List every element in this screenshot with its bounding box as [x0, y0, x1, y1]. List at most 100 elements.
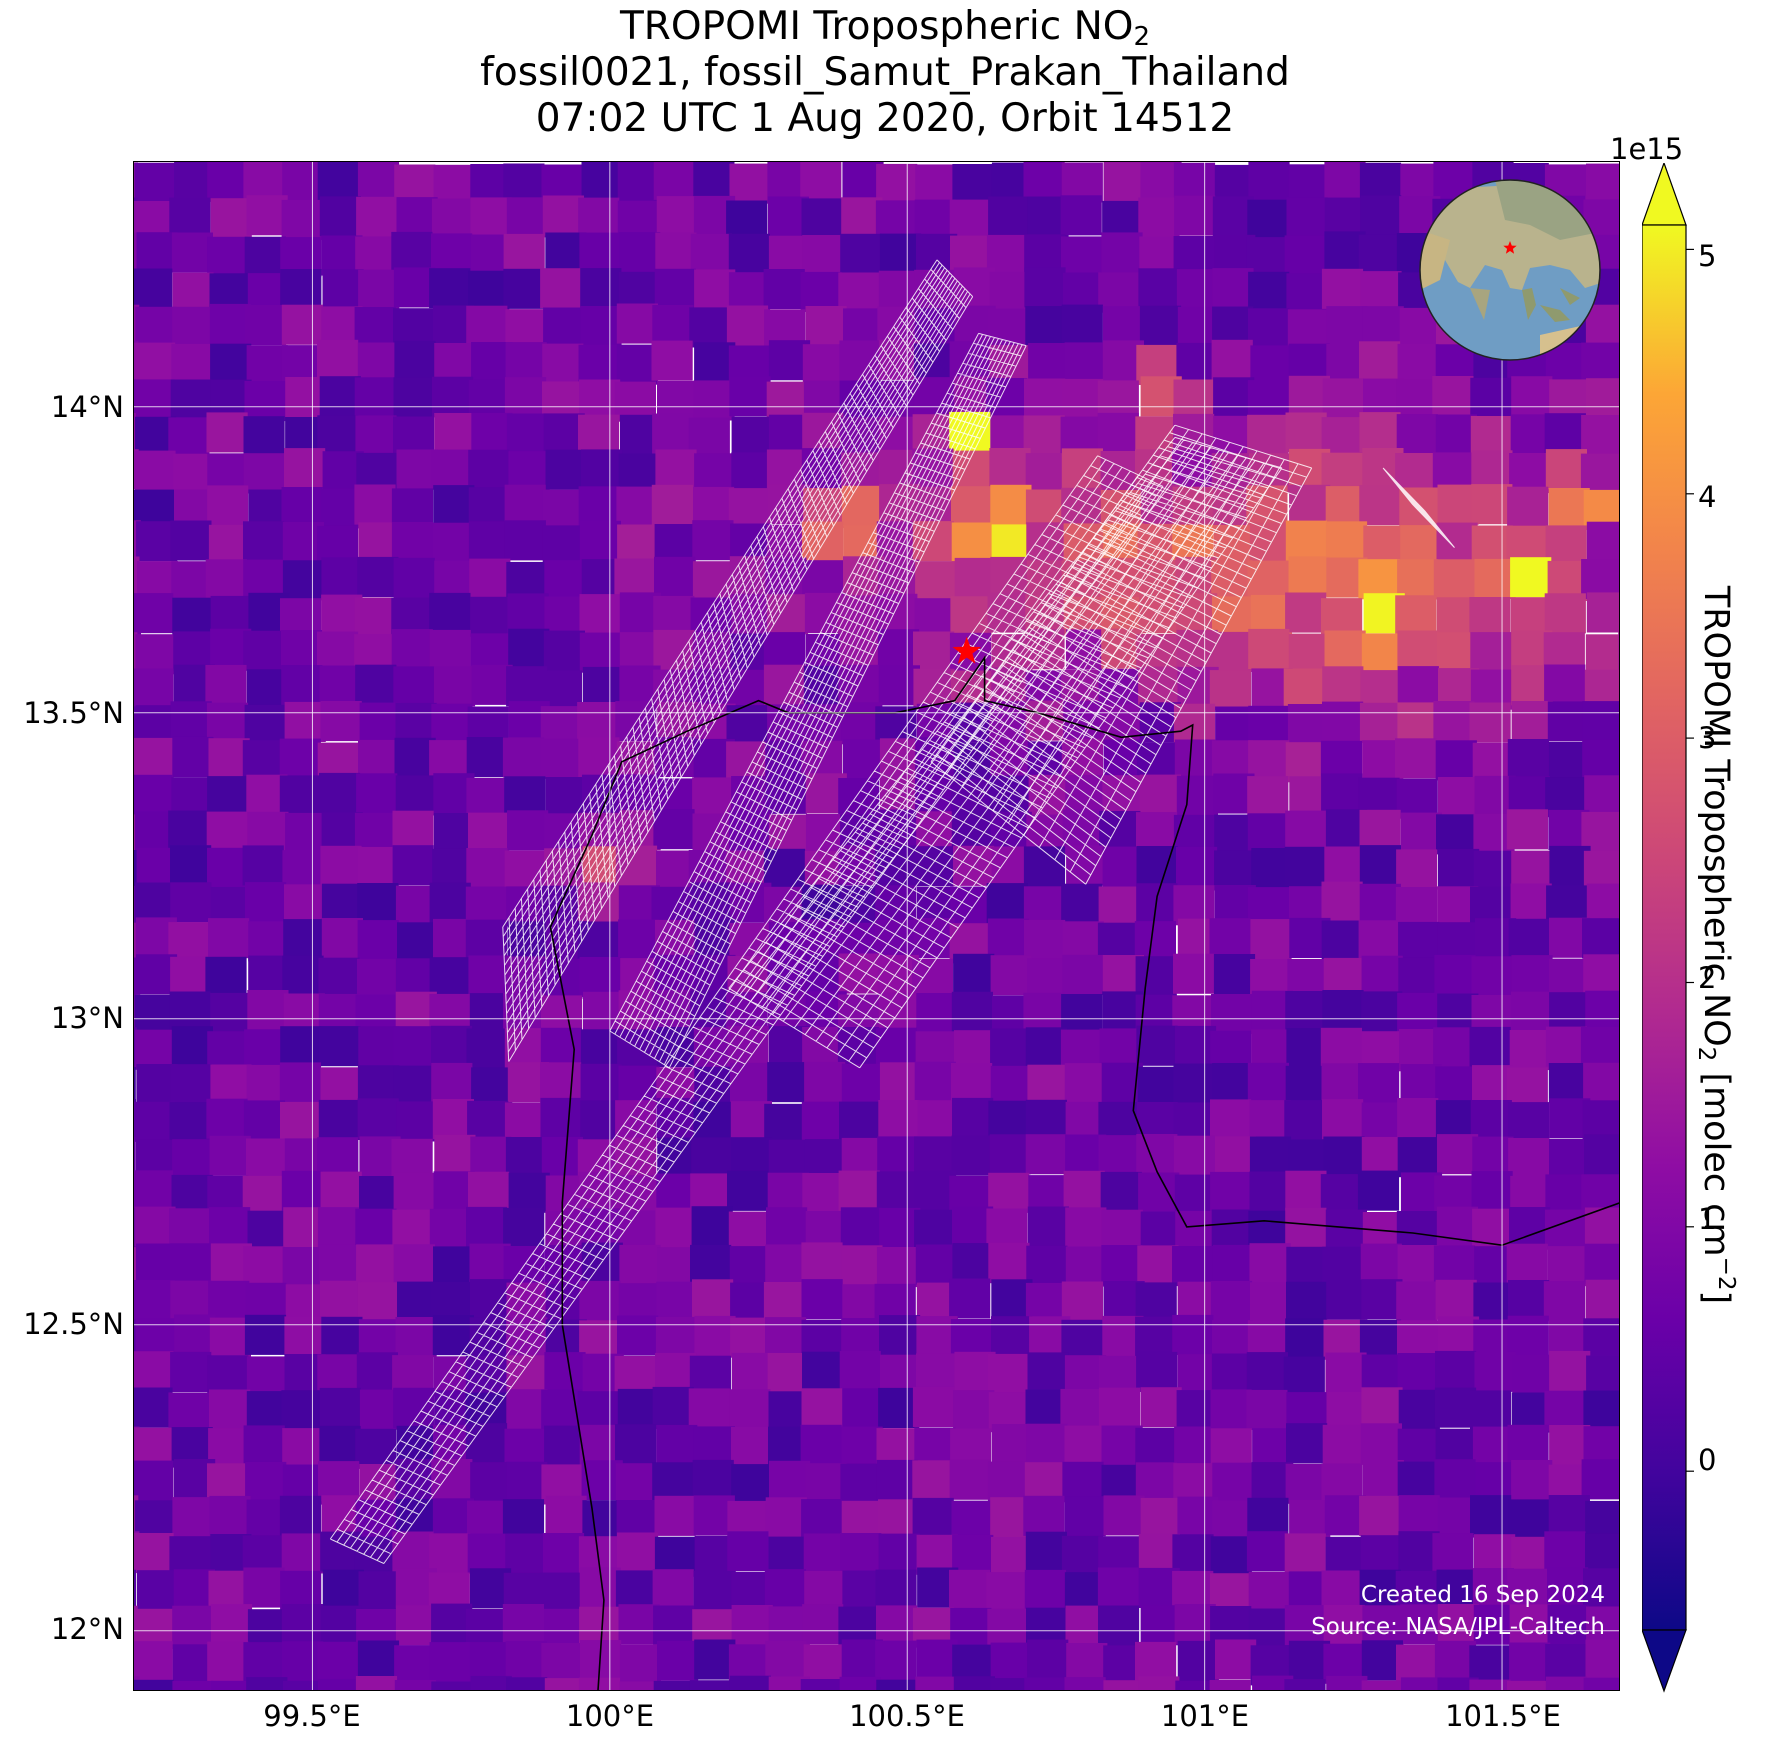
no2-pixel [1470, 1495, 1512, 1536]
colorbar-tick-4: 4 [1698, 480, 1717, 514]
no2-pixel [172, 272, 214, 313]
colorbar-extend-max [1642, 163, 1687, 226]
no2-pixel [246, 1677, 288, 1690]
no2-pixel [654, 954, 696, 995]
no2-pixel [1027, 1352, 1069, 1393]
no2-pixel [282, 1428, 324, 1469]
no2-pixel [465, 1423, 508, 1464]
colorbar-tick-marks [1686, 248, 1694, 1472]
no2-pixel [209, 303, 252, 344]
no2-pixel [431, 233, 473, 274]
no2-pixel [502, 737, 545, 778]
no2-pixel [1398, 1495, 1440, 1536]
no2-pixel [433, 666, 476, 707]
no2-pixel [617, 162, 659, 202]
no2-pixel [689, 1680, 731, 1690]
no2-pixel [1210, 1171, 1252, 1212]
no2-pixel [170, 1280, 212, 1321]
no2-pixel [171, 232, 213, 273]
no2-pixel [357, 556, 399, 597]
no2-pixel [431, 376, 474, 417]
no2-pixel [433, 1246, 475, 1287]
no2-pixel [1098, 272, 1140, 313]
no2-pixel [285, 377, 327, 418]
no2-pixel [320, 1280, 362, 1321]
no2-pixel [1247, 813, 1289, 854]
no2-pixel [1321, 1063, 1363, 1104]
no2-pixel [989, 448, 1031, 489]
no2-pixel [1248, 628, 1290, 669]
no2-pixel [357, 342, 399, 383]
no2-pixel [502, 1604, 544, 1645]
no2-pixel [1209, 918, 1251, 959]
no2-pixel [207, 776, 249, 817]
lon-label-101-5: 101.5°E [1445, 1699, 1561, 1733]
no2-pixel [134, 1101, 176, 1142]
no2-pixel [1285, 1207, 1327, 1248]
no2-pixel [1362, 1460, 1404, 1501]
no2-pixel [318, 957, 360, 998]
no2-pixel [1469, 597, 1511, 638]
no2-pixel [1065, 629, 1108, 670]
no2-pixel [545, 777, 587, 818]
no2-pixel [617, 1388, 659, 1429]
no2-pixel [1212, 1244, 1255, 1285]
no2-pixel [579, 957, 621, 998]
no2-pixel [952, 164, 994, 205]
no2-pixel [505, 1137, 548, 1178]
no2-pixel [1543, 1281, 1585, 1322]
no2-pixel [1098, 1135, 1140, 1176]
no2-pixel [1214, 850, 1256, 891]
no2-pixel [1471, 1171, 1513, 1212]
no2-pixel [1285, 742, 1327, 783]
no2-pixel [729, 376, 771, 417]
no2-pixel [543, 413, 585, 454]
no2-pixel [172, 1644, 214, 1685]
no2-pixel [1322, 990, 1364, 1031]
no2-pixel [1060, 1029, 1103, 1070]
no2-pixel [951, 1063, 993, 1104]
no2-pixel [284, 884, 326, 925]
no2-pixel [1213, 525, 1255, 566]
no2-pixel [319, 376, 361, 417]
no2-pixel [470, 1462, 512, 1503]
no2-pixel [1359, 1495, 1401, 1536]
no2-pixel [357, 958, 399, 999]
no2-pixel [1545, 1676, 1587, 1690]
no2-pixel [653, 809, 695, 850]
no2-pixel [170, 1064, 212, 1105]
no2-pixel [244, 1314, 287, 1355]
no2-pixel [1215, 1639, 1257, 1680]
no2-pixel [876, 1679, 918, 1690]
no2-pixel [731, 1427, 773, 1468]
no2-pixel [1098, 886, 1140, 927]
no2-pixel [209, 1207, 251, 1248]
no2-pixel [207, 485, 249, 526]
no2-pixel [579, 520, 621, 561]
no2-pixel [581, 449, 623, 490]
no2-pixel [693, 162, 735, 202]
no2-pixel [282, 560, 325, 601]
no2-pixel [1173, 953, 1215, 994]
no2-pixel [434, 343, 476, 384]
no2-pixel [839, 1101, 881, 1142]
no2-pixel [466, 848, 508, 889]
no2-pixel [319, 772, 361, 813]
no2-pixel [356, 773, 398, 814]
no2-pixel [173, 1569, 215, 1610]
no2-pixel [1172, 1534, 1214, 1575]
no2-pixel [469, 1317, 511, 1358]
no2-pixel [1547, 1567, 1589, 1608]
no2-pixel [209, 1317, 251, 1358]
no2-pixel [802, 1351, 844, 1392]
no2-pixel [1584, 1134, 1619, 1175]
no2-pixel [1285, 810, 1327, 851]
no2-pixel [1545, 1174, 1587, 1215]
no2-pixel [1252, 1675, 1294, 1690]
no2-pixel [1585, 634, 1619, 675]
inset-globe [1419, 179, 1601, 361]
no2-pixel [1176, 846, 1218, 887]
no2-pixel [916, 811, 958, 852]
no2-pixel [805, 306, 847, 347]
no2-pixel [467, 1100, 509, 1141]
